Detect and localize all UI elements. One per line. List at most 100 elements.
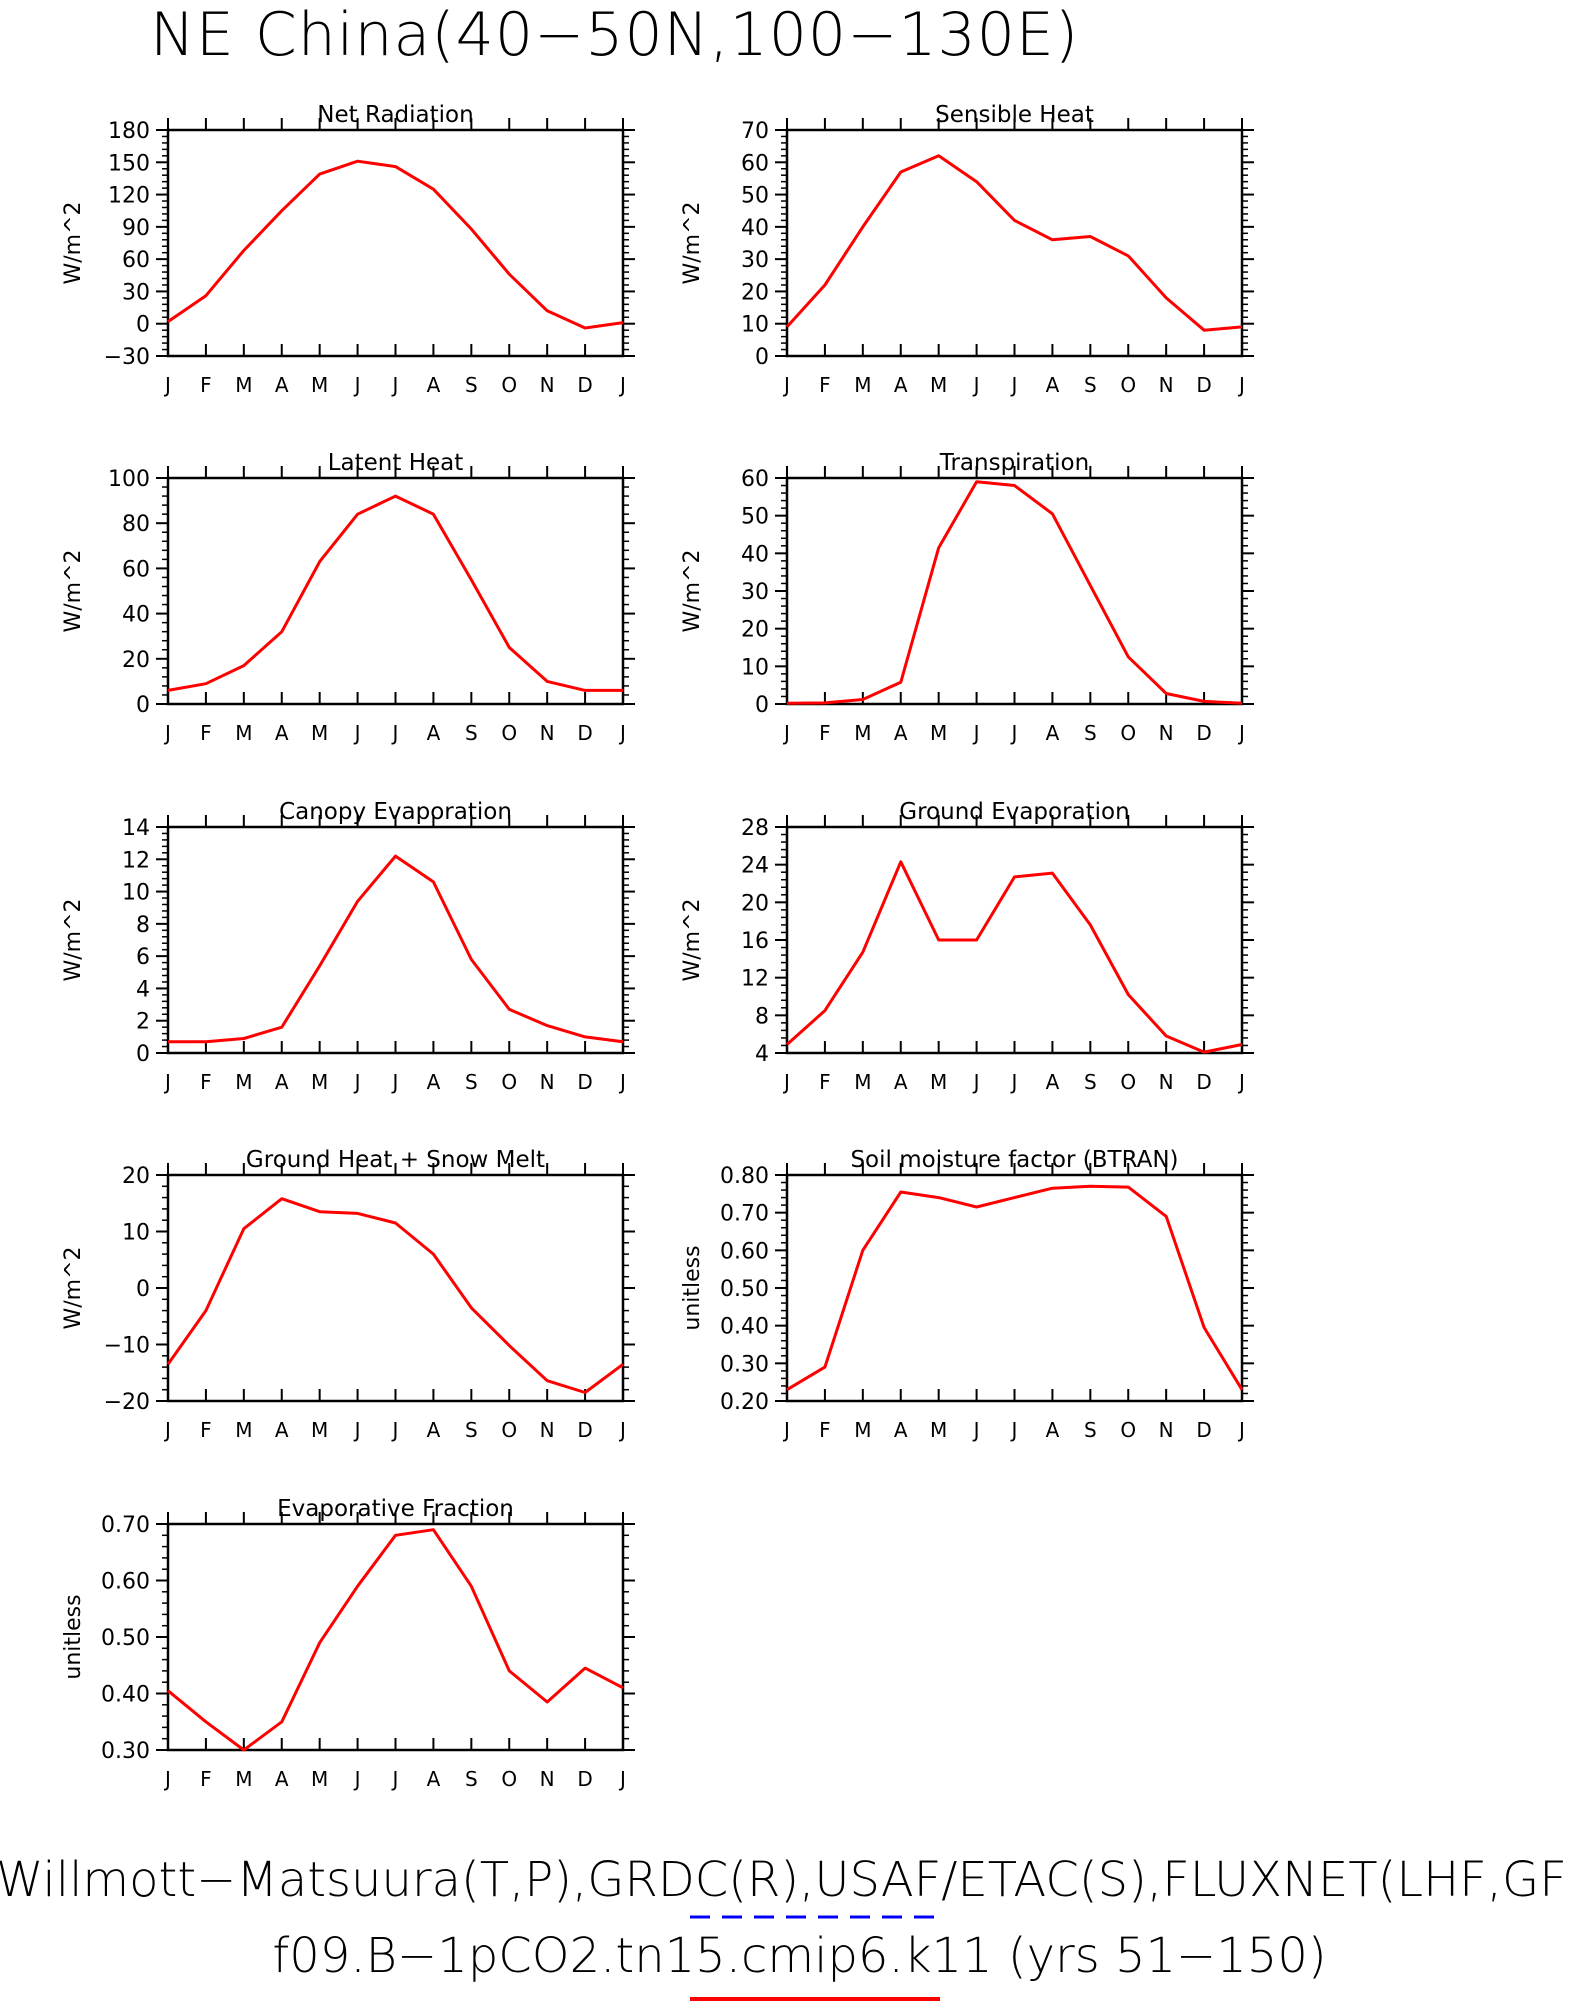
x-tick-label: M (930, 721, 947, 745)
x-tick-label: J (391, 1767, 399, 1791)
x-tick-label: J (391, 373, 399, 397)
plot-frame (785, 825, 1244, 1055)
y-tick-label: 6 (136, 945, 150, 970)
x-tick-label: N (540, 721, 555, 745)
x-tick-label: D (577, 373, 592, 397)
y-tick-label: 0.70 (101, 1513, 150, 1538)
x-tick-label: S (1084, 1418, 1097, 1442)
y-tick-label: 24 (741, 854, 769, 879)
y-tick-label: 60 (741, 151, 769, 176)
y-axis-label: W/m^2 (61, 549, 86, 632)
y-axis-label: W/m^2 (61, 898, 86, 981)
x-tick-label: M (235, 1767, 252, 1791)
x-tick-label: F (819, 1070, 831, 1094)
footer-data-sources: Willmott−Matsuura(T,P),GRDC(R),USAF/ETAC… (0, 1852, 1567, 1908)
y-tick-label: 0 (136, 1277, 150, 1302)
x-tick-label: O (501, 1418, 517, 1442)
y-tick-label: 8 (136, 913, 150, 938)
panel-1: J F M A M J J A S O N D J−300306090120150180W/m^2Net… (61, 102, 635, 397)
x-tick-label: A (1046, 721, 1060, 745)
x-tick-label: N (540, 1418, 555, 1442)
series-line (786, 1184, 1244, 1391)
x-tick-label: F (819, 373, 831, 397)
x-tick-label: J (618, 1070, 626, 1094)
x-tick-label: J (1010, 721, 1018, 745)
panel-title: Canopy Evaporation (279, 799, 512, 825)
x-tick-label: O (501, 1767, 517, 1791)
x-tick-label: A (275, 721, 289, 745)
panel-title: Latent Heat (328, 450, 464, 476)
x-tick-label: D (577, 1767, 592, 1791)
y-tick-label: 0.50 (101, 1626, 150, 1651)
y-tick-label: 0.40 (720, 1315, 769, 1340)
x-tick-label: S (465, 1070, 478, 1094)
x-tick-label: D (577, 1070, 592, 1094)
x-tick-label: M (854, 373, 871, 397)
y-tick-label: 10 (741, 313, 769, 338)
y-tick-label: 60 (741, 467, 769, 492)
y-tick-label: 0.50 (720, 1277, 769, 1302)
y-tick-label: 0 (755, 345, 769, 370)
x-tick-label: D (1196, 721, 1211, 745)
x-tick-label: S (1084, 721, 1097, 745)
x-tick-label: J (163, 1070, 171, 1094)
y-axis-label: W/m^2 (61, 201, 86, 284)
y-tick-label: 4 (136, 977, 150, 1002)
x-tick-label: J (353, 1418, 361, 1442)
x-tick-label: J (782, 721, 790, 745)
x-tick-label: J (391, 1418, 399, 1442)
y-tick-label: 0.30 (720, 1352, 769, 1377)
panel-title: Ground Evaporation (899, 799, 1129, 825)
y-tick-label: 60 (122, 557, 150, 582)
x-tick-label: M (854, 721, 871, 745)
x-tick-label: O (501, 1070, 517, 1094)
y-tick-label: 0 (136, 1042, 150, 1067)
panel-2: J F M A M J J A S O N D J010203040506070W/m^2Sensibl… (680, 102, 1254, 397)
x-tick-label: J (618, 1767, 626, 1791)
x-tick-label: S (465, 1418, 478, 1442)
x-tick-label: J (618, 721, 626, 745)
y-tick-label: 0 (755, 693, 769, 718)
x-tick-label: J (1010, 1418, 1018, 1442)
y-tick-label: 0.20 (720, 1390, 769, 1415)
y-tick-label: 70 (741, 119, 769, 144)
x-tick-label: J (618, 373, 626, 397)
plot-frame (166, 1173, 625, 1403)
x-tick-label: J (972, 373, 980, 397)
x-tick-label: M (930, 1418, 947, 1442)
x-tick-label: O (1120, 721, 1136, 745)
x-tick-label: A (427, 1418, 441, 1442)
panel-title: Soil moisture factor (BTRAN) (850, 1147, 1178, 1173)
x-tick-label: J (1237, 1070, 1245, 1094)
x-tick-label: J (972, 1418, 980, 1442)
y-tick-label: 0.70 (720, 1202, 769, 1227)
x-tick-label: J (618, 1418, 626, 1442)
x-tick-label: J (163, 1418, 171, 1442)
x-tick-label: M (235, 1070, 252, 1094)
x-tick-label: J (391, 721, 399, 745)
x-tick-label: M (311, 1418, 328, 1442)
y-tick-label: 20 (122, 1164, 150, 1189)
y-tick-label: 150 (108, 151, 150, 176)
y-tick-label: 2 (136, 1010, 150, 1035)
x-tick-label: N (540, 1767, 555, 1791)
x-tick-label: A (427, 1070, 441, 1094)
panel-8: J F M A M J J A S O N D J0.200.300.400.500.600.700.8… (680, 1147, 1254, 1442)
y-tick-label: 60 (122, 248, 150, 273)
panel-title: Net Radiation (317, 102, 473, 128)
x-tick-label: M (235, 373, 252, 397)
plot-frame (166, 1522, 625, 1752)
x-tick-label: A (894, 721, 908, 745)
y-tick-label: 0.80 (720, 1164, 769, 1189)
plot-frame (166, 128, 625, 358)
figure-title: NE China(40−50N,100−130E) (150, 0, 1080, 70)
y-axis-label: unitless (61, 1594, 86, 1679)
y-tick-label: 4 (755, 1042, 769, 1067)
x-tick-label: A (427, 721, 441, 745)
x-tick-label: O (501, 721, 517, 745)
plot-frame (785, 128, 1244, 358)
x-tick-label: J (163, 721, 171, 745)
